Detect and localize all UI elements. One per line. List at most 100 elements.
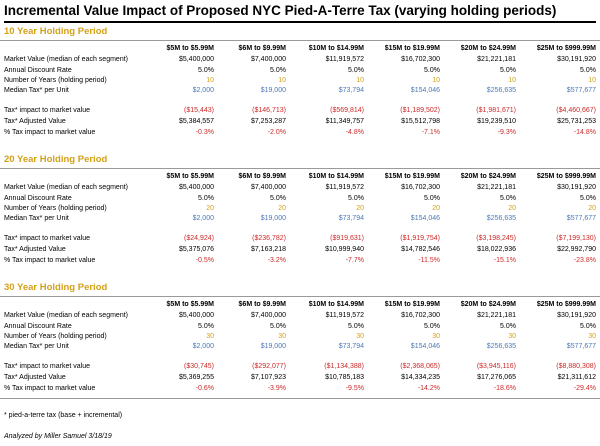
cell: ($8,880,308) <box>556 363 596 370</box>
row-years: Number of Years (holding period) 10 10 10 10… <box>0 76 600 86</box>
cell: -14.8% <box>573 129 596 136</box>
cell: 10 <box>508 77 516 84</box>
row-label: Tax* Adjusted Value <box>4 118 66 125</box>
cell: $16,702,300 <box>401 184 440 191</box>
cell: $5,400,000 <box>178 184 214 191</box>
cell: ($236,782) <box>252 235 286 242</box>
cell: $154,046 <box>410 87 440 94</box>
cell: $7,253,287 <box>250 118 286 125</box>
row-label: Tax* impact to market value <box>4 235 90 242</box>
column-header-row: $5M to $5.99M $6M to $9.99M $10M to $14.99… <box>0 300 600 310</box>
cell: 5.0% <box>580 323 596 330</box>
cell: 20 <box>206 205 214 212</box>
row-pct-impact: % Tax impact to market value -0.5% -3.2% -7… <box>0 256 600 266</box>
cell: $256,635 <box>486 215 516 222</box>
column-header: $20M to $24.99M <box>460 45 516 52</box>
cell: 5.0% <box>348 323 364 330</box>
cell: ($569,814) <box>330 107 364 114</box>
row-adjusted-value: Tax* Adjusted Value $5,375,076 $7,163,218 $… <box>0 245 600 255</box>
cell: $2,000 <box>192 87 214 94</box>
cell: 5.0% <box>424 323 440 330</box>
column-header: $6M to $9.99M <box>238 173 286 180</box>
cell: 30 <box>508 333 516 340</box>
row-label: % Tax impact to market value <box>4 257 96 264</box>
cell: $19,000 <box>260 87 286 94</box>
footnote: * pied-a-terre tax (base + incremental) <box>4 412 123 419</box>
cell: -9.3% <box>497 129 516 136</box>
cell: ($919,631) <box>330 235 364 242</box>
column-header: $25M to $999.99M <box>536 45 596 52</box>
column-header: $5M to $5.99M <box>166 301 214 308</box>
column-header: $6M to $9.99M <box>238 45 286 52</box>
cell: $16,702,300 <box>401 312 440 319</box>
cell: $11,919,572 <box>325 56 364 63</box>
section-header: 30 Year Holding Period <box>0 280 600 297</box>
cell: $154,046 <box>410 343 440 350</box>
cell: $11,919,572 <box>325 184 364 191</box>
row-market-value: Market Value (median of each segment) $5,… <box>0 183 600 193</box>
row-label: Tax* impact to market value <box>4 107 90 114</box>
cell: -3.2% <box>267 257 286 264</box>
row-tax-impact: Tax* impact to market value ($24,924) ($23… <box>0 234 600 244</box>
cell: ($7,199,130) <box>556 235 596 242</box>
cell: $7,400,000 <box>250 184 286 191</box>
cell: $15,512,798 <box>401 118 440 125</box>
cell: -4.8% <box>345 129 364 136</box>
cell: $73,794 <box>338 343 364 350</box>
cell: $25,731,253 <box>557 118 596 125</box>
cell: 5.0% <box>500 195 516 202</box>
row-pct-impact: % Tax impact to market value -0.3% -2.0% -4… <box>0 128 600 138</box>
section-header: 10 Year Holding Period <box>0 24 600 41</box>
cell: -7.1% <box>421 129 440 136</box>
column-header-row: $5M to $5.99M $6M to $9.99M $10M to $14.99… <box>0 44 600 54</box>
holding-section: 10 Year Holding Period $5M to $5.99M $6M t… <box>0 24 600 148</box>
column-header: $15M to $19.99M <box>384 301 440 308</box>
cell: $5,375,076 <box>178 246 214 253</box>
column-header: $25M to $999.99M <box>536 173 596 180</box>
row-label: Tax* Adjusted Value <box>4 374 66 381</box>
cell: $17,276,065 <box>477 374 516 381</box>
cell: ($1,981,671) <box>476 107 516 114</box>
cell: $154,046 <box>410 215 440 222</box>
row-years: Number of Years (holding period) 30 30 30 30… <box>0 332 600 342</box>
row-years: Number of Years (holding period) 20 20 20 20… <box>0 204 600 214</box>
cell: 20 <box>508 205 516 212</box>
cell: $577,677 <box>566 215 596 222</box>
row-label: Tax* impact to market value <box>4 363 90 370</box>
cell: -2.0% <box>267 129 286 136</box>
cell: -18.6% <box>493 385 516 392</box>
cell: $19,239,510 <box>477 118 516 125</box>
cell: 10 <box>356 77 364 84</box>
row-label: Annual Discount Rate <box>4 67 72 74</box>
cell: ($24,924) <box>184 235 214 242</box>
cell: 5.0% <box>270 195 286 202</box>
row-label: Tax* Adjusted Value <box>4 246 66 253</box>
cell: $21,221,181 <box>477 56 516 63</box>
cell: $7,107,923 <box>250 374 286 381</box>
column-header: $15M to $19.99M <box>384 173 440 180</box>
cell: ($146,713) <box>252 107 286 114</box>
cell: 5.0% <box>580 67 596 74</box>
cell: $577,677 <box>566 343 596 350</box>
row-label: Median Tax* per Unit <box>4 215 69 222</box>
credit-line: Analyzed by Miller Samuel 3/18/19 <box>4 433 112 440</box>
cell: $30,191,920 <box>557 312 596 319</box>
row-label: Median Tax* per Unit <box>4 343 69 350</box>
row-median-tax: Median Tax* per Unit $2,000 $19,000 $73,794… <box>0 86 600 96</box>
row-adjusted-value: Tax* Adjusted Value $5,384,557 $7,253,287 $… <box>0 117 600 127</box>
column-header: $25M to $999.99M <box>536 301 596 308</box>
cell: $2,000 <box>192 343 214 350</box>
cell: $19,000 <box>260 215 286 222</box>
cell: ($3,198,245) <box>476 235 516 242</box>
cell: ($1,919,754) <box>400 235 440 242</box>
cell: 20 <box>278 205 286 212</box>
column-header: $6M to $9.99M <box>238 301 286 308</box>
row-label: Number of Years (holding period) <box>4 333 107 340</box>
cell: 5.0% <box>500 67 516 74</box>
cell: 5.0% <box>348 195 364 202</box>
row-label: Number of Years (holding period) <box>4 77 107 84</box>
cell: ($3,945,116) <box>476 363 516 370</box>
row-label: Annual Discount Rate <box>4 195 72 202</box>
section-heading: 30 Year Holding Period <box>4 282 108 293</box>
cell: 10 <box>588 77 596 84</box>
